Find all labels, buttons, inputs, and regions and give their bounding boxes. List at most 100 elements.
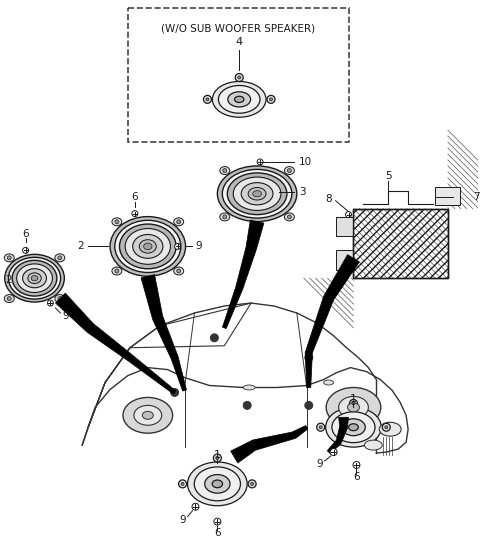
Circle shape bbox=[353, 462, 360, 469]
Ellipse shape bbox=[235, 96, 244, 102]
Circle shape bbox=[330, 449, 337, 456]
Ellipse shape bbox=[218, 86, 260, 113]
Circle shape bbox=[243, 401, 251, 409]
Bar bbox=[353, 209, 448, 278]
Circle shape bbox=[382, 423, 390, 431]
Polygon shape bbox=[305, 254, 360, 387]
Circle shape bbox=[385, 426, 388, 429]
Circle shape bbox=[204, 95, 211, 103]
Ellipse shape bbox=[123, 398, 173, 433]
Ellipse shape bbox=[228, 173, 287, 215]
Text: 5: 5 bbox=[385, 171, 392, 181]
Ellipse shape bbox=[144, 243, 152, 250]
Text: 1: 1 bbox=[350, 394, 357, 405]
Circle shape bbox=[248, 480, 256, 488]
Circle shape bbox=[257, 159, 263, 165]
Ellipse shape bbox=[194, 467, 240, 501]
Circle shape bbox=[48, 300, 53, 306]
Ellipse shape bbox=[220, 167, 230, 174]
Ellipse shape bbox=[348, 424, 359, 431]
Ellipse shape bbox=[17, 264, 52, 293]
Circle shape bbox=[179, 480, 187, 488]
Text: 6: 6 bbox=[353, 472, 360, 482]
Circle shape bbox=[352, 402, 355, 405]
Ellipse shape bbox=[332, 412, 375, 443]
Ellipse shape bbox=[139, 240, 156, 253]
Circle shape bbox=[238, 76, 240, 79]
Circle shape bbox=[177, 220, 180, 224]
Ellipse shape bbox=[110, 217, 186, 276]
Circle shape bbox=[181, 483, 184, 485]
Ellipse shape bbox=[285, 213, 294, 221]
Ellipse shape bbox=[325, 407, 381, 447]
Circle shape bbox=[288, 215, 291, 219]
Circle shape bbox=[305, 353, 313, 362]
Polygon shape bbox=[231, 426, 308, 463]
Ellipse shape bbox=[55, 254, 65, 262]
Circle shape bbox=[7, 256, 11, 260]
Text: 6: 6 bbox=[22, 230, 29, 239]
Text: 2: 2 bbox=[78, 242, 84, 251]
Ellipse shape bbox=[115, 221, 181, 272]
Ellipse shape bbox=[134, 405, 162, 425]
Ellipse shape bbox=[174, 218, 184, 226]
Ellipse shape bbox=[326, 387, 381, 427]
Circle shape bbox=[177, 269, 180, 273]
Ellipse shape bbox=[4, 254, 14, 262]
Ellipse shape bbox=[204, 475, 230, 493]
Ellipse shape bbox=[338, 397, 368, 418]
Bar bbox=[336, 250, 353, 270]
Ellipse shape bbox=[253, 190, 262, 197]
Ellipse shape bbox=[143, 412, 153, 419]
Circle shape bbox=[288, 168, 291, 173]
Polygon shape bbox=[56, 293, 176, 394]
Circle shape bbox=[305, 401, 313, 409]
Bar bbox=[336, 217, 353, 237]
Text: 9: 9 bbox=[195, 242, 202, 251]
Circle shape bbox=[251, 483, 253, 485]
Circle shape bbox=[132, 211, 138, 217]
Circle shape bbox=[7, 296, 11, 301]
Circle shape bbox=[115, 269, 119, 273]
Text: 3: 3 bbox=[299, 187, 305, 197]
Polygon shape bbox=[327, 417, 348, 454]
Circle shape bbox=[171, 388, 179, 397]
Text: 6: 6 bbox=[132, 192, 138, 202]
Ellipse shape bbox=[217, 166, 297, 222]
Circle shape bbox=[23, 247, 29, 253]
Ellipse shape bbox=[243, 385, 255, 390]
Circle shape bbox=[216, 457, 219, 459]
Ellipse shape bbox=[28, 273, 41, 284]
Ellipse shape bbox=[248, 187, 266, 200]
Ellipse shape bbox=[132, 235, 163, 258]
Ellipse shape bbox=[9, 257, 60, 299]
Ellipse shape bbox=[348, 403, 360, 412]
Ellipse shape bbox=[112, 218, 122, 226]
Text: 7: 7 bbox=[473, 192, 480, 202]
Circle shape bbox=[58, 296, 62, 301]
Polygon shape bbox=[222, 220, 264, 329]
Text: (W/O SUB WOOFER SPEAKER): (W/O SUB WOOFER SPEAKER) bbox=[161, 24, 315, 34]
Text: 9: 9 bbox=[316, 459, 323, 469]
Circle shape bbox=[192, 503, 199, 510]
Text: 9: 9 bbox=[179, 515, 186, 525]
Circle shape bbox=[214, 454, 221, 462]
Ellipse shape bbox=[31, 275, 38, 281]
Circle shape bbox=[206, 98, 209, 101]
Circle shape bbox=[269, 98, 273, 101]
Circle shape bbox=[214, 518, 221, 525]
FancyBboxPatch shape bbox=[435, 187, 460, 204]
Circle shape bbox=[317, 423, 324, 431]
Ellipse shape bbox=[212, 81, 266, 117]
Circle shape bbox=[223, 168, 227, 173]
Ellipse shape bbox=[55, 295, 65, 302]
Ellipse shape bbox=[23, 268, 47, 288]
Circle shape bbox=[115, 220, 119, 224]
Circle shape bbox=[175, 243, 180, 250]
Text: 6: 6 bbox=[214, 528, 221, 537]
Circle shape bbox=[346, 211, 351, 217]
Circle shape bbox=[210, 334, 218, 342]
Ellipse shape bbox=[233, 177, 281, 210]
Ellipse shape bbox=[324, 380, 334, 385]
Ellipse shape bbox=[5, 254, 64, 302]
